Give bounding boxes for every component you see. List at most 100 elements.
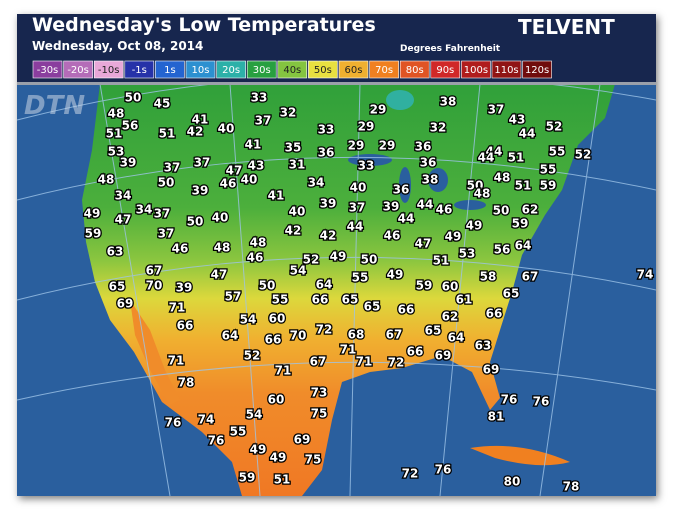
temperature-label: 38	[440, 95, 457, 109]
temperature-label: 49	[270, 451, 287, 465]
temperature-label: 63	[475, 339, 492, 353]
temperature-label: 49	[84, 207, 101, 221]
temperature-label: 76	[165, 416, 182, 430]
temperature-label: 54	[240, 313, 257, 327]
legend-swatch	[399, 60, 430, 79]
temperature-label: 44	[478, 151, 495, 165]
temperature-label: 74	[637, 268, 654, 282]
temperature-label: 65	[503, 287, 520, 301]
temperature-label: 50	[493, 204, 510, 218]
temperature-label: 51	[274, 473, 291, 487]
legend-swatch	[522, 60, 552, 79]
temperature-label: 55	[540, 163, 557, 177]
temperature-label: 50	[187, 215, 204, 229]
temperature-label: 76	[533, 395, 550, 409]
lake	[399, 167, 411, 203]
legend-label: 120s	[525, 65, 549, 76]
temperature-label: 65	[109, 280, 126, 294]
legend-swatch	[491, 60, 522, 79]
temperature-label: 31	[289, 158, 306, 172]
temperature-label: 52	[244, 349, 261, 363]
temperature-label: 51	[515, 179, 532, 193]
brand: TELVENT	[518, 15, 615, 39]
temperature-label: 48	[214, 241, 231, 255]
temperature-label: 52	[575, 148, 592, 162]
temperature-label: 36	[393, 183, 410, 197]
legend-swatch	[338, 60, 369, 79]
title: Wednesday's Low Temperatures	[32, 14, 376, 36]
temperature-label: 76	[208, 434, 225, 448]
temperature-label: 39	[383, 200, 400, 214]
legend-swatch	[277, 60, 308, 79]
temperature-label: 67	[146, 264, 163, 278]
temperature-label: 65	[342, 293, 359, 307]
temperature-label: 67	[386, 328, 403, 342]
units: Degrees Fahrenheit	[400, 44, 501, 54]
legend-swatch	[461, 60, 491, 79]
legend-label: 80s	[406, 65, 424, 76]
temperature-label: 64	[316, 278, 333, 292]
temperature-label: 75	[305, 453, 322, 467]
temperature-label: 33	[318, 123, 335, 137]
temperature-label: 65	[425, 324, 442, 338]
temperature-label: 36	[318, 146, 335, 160]
temperature-label: 56	[122, 119, 139, 133]
temperature-label: 40	[289, 205, 306, 219]
legend-label: -10s	[98, 65, 120, 76]
temperature-label: 50	[125, 91, 142, 105]
temperature-label: 62	[522, 203, 539, 217]
temperature-label: 50	[467, 179, 484, 193]
temperature-label: 41	[192, 113, 209, 127]
temperature-label: 37	[158, 227, 175, 241]
temperature-label: 63	[107, 245, 124, 259]
temperature-label: 69	[294, 433, 311, 447]
temperature-label: 48	[494, 171, 511, 185]
temperature-label: 39	[320, 197, 337, 211]
temperature-label: 66	[265, 333, 282, 347]
temperature-label: 44	[347, 220, 364, 234]
temperature-label: 57	[225, 290, 242, 304]
legend-label: -30s	[37, 65, 59, 76]
temperature-label: 45	[154, 97, 171, 111]
temperature-label: 71	[356, 355, 373, 369]
temperature-label: 32	[280, 106, 297, 120]
temperature-label: 59	[540, 179, 557, 193]
temperature-label: 47	[226, 164, 243, 178]
land	[82, 84, 615, 496]
temperature-label: 66	[407, 345, 424, 359]
legend-label: 20s	[222, 65, 240, 76]
temperature-label: 71	[340, 343, 357, 357]
legend-swatch	[32, 60, 63, 79]
temperature-label: 81	[488, 410, 505, 424]
temperature-label: 62	[442, 310, 459, 324]
temperature-label: 32	[430, 121, 447, 135]
temperature-label: 34	[136, 203, 153, 217]
temperature-label: 74	[198, 413, 215, 427]
temperature-label: 72	[388, 356, 405, 370]
temperature-label: 40	[212, 211, 229, 225]
temperature-label: 53	[459, 247, 476, 261]
temperature-label: 48	[108, 107, 125, 121]
temperature-label: 69	[117, 297, 134, 311]
temperature-label: 37	[255, 114, 272, 128]
temperature-label: 70	[146, 279, 163, 293]
temperature-label: 46	[384, 229, 401, 243]
temperature-label: 54	[290, 264, 307, 278]
temperature-label: 47	[211, 268, 228, 282]
baja	[130, 300, 180, 405]
temperature-label: 71	[168, 354, 185, 368]
temperature-label: 29	[379, 139, 396, 153]
temperature-label: 56	[494, 243, 511, 257]
legend-swatch	[246, 60, 277, 79]
temperature-label: 76	[435, 463, 452, 477]
temperature-label: 66	[177, 319, 194, 333]
temperature-label: 59	[416, 279, 433, 293]
legend-swatch	[124, 60, 155, 79]
temperature-label: 55	[352, 271, 369, 285]
temperature-label: 39	[176, 281, 193, 295]
temperature-label: 50	[158, 176, 175, 190]
temperature-label: 66	[312, 293, 329, 307]
temperature-label: 50	[259, 279, 276, 293]
temperature-label: 66	[486, 307, 503, 321]
